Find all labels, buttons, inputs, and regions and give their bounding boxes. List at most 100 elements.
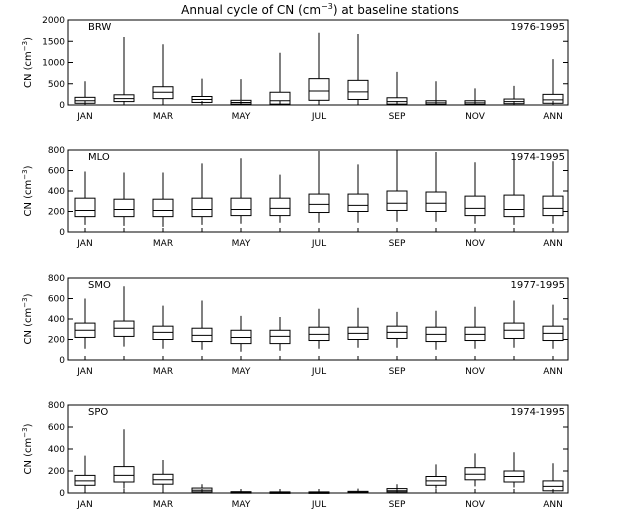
iqr-box bbox=[152, 325, 174, 340]
box-feb bbox=[113, 286, 135, 347]
box-oct bbox=[425, 81, 447, 105]
box-sep bbox=[386, 311, 408, 348]
x-tick-label: SEP bbox=[389, 239, 406, 249]
iqr-box bbox=[542, 480, 564, 492]
box-aug bbox=[347, 307, 369, 348]
box-aug bbox=[347, 164, 369, 223]
iqr-box bbox=[542, 93, 564, 104]
iqr-box bbox=[347, 193, 369, 212]
y-axis-label: CN (cm−3) bbox=[21, 37, 34, 88]
y-axis-label: CN (cm−3) bbox=[21, 165, 34, 216]
iqr-box bbox=[464, 326, 486, 342]
box-sep bbox=[386, 71, 408, 105]
box-apr bbox=[191, 300, 213, 350]
box-feb bbox=[113, 429, 135, 489]
y-tick-label: 0 bbox=[59, 101, 65, 111]
box-jun bbox=[269, 52, 291, 105]
iqr-box bbox=[386, 488, 408, 493]
box-jul bbox=[308, 490, 330, 494]
iqr-box bbox=[308, 78, 330, 101]
x-tick-label: JAN bbox=[76, 367, 92, 377]
x-tick-label: MAR bbox=[153, 239, 173, 249]
x-tick-label: SEP bbox=[389, 500, 406, 510]
box-ann bbox=[542, 59, 564, 105]
panel-brw: 0 500 1000 1500 2000 JAN MAR MAY JUL SEP NOV ANN BRW… bbox=[21, 16, 569, 122]
box-jan bbox=[74, 81, 96, 105]
box-oct bbox=[425, 464, 447, 489]
iqr-box bbox=[542, 195, 564, 217]
box-mar bbox=[152, 172, 174, 227]
iqr-box bbox=[269, 329, 291, 345]
y-tick-label: 2000 bbox=[42, 16, 65, 26]
x-tick-label: SEP bbox=[389, 367, 406, 377]
y-tick-label: 800 bbox=[48, 146, 65, 156]
box-may bbox=[230, 315, 252, 352]
box-jan bbox=[74, 298, 96, 349]
year-range: 1976-1995 bbox=[510, 22, 565, 33]
box-apr bbox=[191, 78, 213, 105]
x-tick-label: MAY bbox=[232, 500, 251, 510]
plot-frame bbox=[67, 19, 569, 106]
iqr-box bbox=[503, 322, 525, 339]
x-tick-label: ANN bbox=[543, 367, 563, 377]
box-jul bbox=[308, 151, 330, 223]
iqr-box bbox=[308, 326, 330, 342]
box-apr bbox=[191, 484, 213, 493]
y-tick-label: 1000 bbox=[42, 59, 65, 69]
year-range: 1977-1995 bbox=[510, 280, 565, 291]
box-aug bbox=[347, 488, 369, 494]
station-label: SPO bbox=[88, 407, 108, 418]
iqr-box bbox=[191, 197, 213, 218]
iqr-box bbox=[269, 197, 291, 217]
panel-mlo: 0 200 400 600 800 JAN MAR MAY JUL SEP NOV ANN MLO 197… bbox=[21, 146, 569, 249]
y-tick-label: 0 bbox=[59, 228, 65, 238]
plot-frame bbox=[67, 149, 569, 233]
x-tick-label: MAY bbox=[232, 112, 251, 122]
box-nov bbox=[464, 162, 486, 224]
y-tick-label: 600 bbox=[48, 295, 65, 305]
y-tick-label: 500 bbox=[48, 80, 65, 90]
box-sep bbox=[386, 484, 408, 493]
box-feb bbox=[113, 37, 135, 105]
x-tick-label: JUL bbox=[311, 500, 326, 510]
y-axis-label: CN (cm−3) bbox=[21, 293, 34, 344]
box-aug bbox=[347, 34, 369, 105]
box-sep bbox=[386, 150, 408, 222]
panel-smo: 0 200 400 600 800 JAN MAR MAY JUL SEP NOV ANN SMO 197… bbox=[21, 274, 569, 377]
box-mar bbox=[152, 305, 174, 349]
box-jan bbox=[74, 171, 96, 225]
box-feb bbox=[113, 172, 135, 226]
station-label: SMO bbox=[88, 280, 111, 291]
panel-spo: 0 200 400 600 800 JAN MAR MAY JUL SEP NOV ANN SPO 197… bbox=[21, 401, 569, 510]
box-jul bbox=[308, 308, 330, 349]
figure-title: Annual cycle of CN (cm−3) at baseline st… bbox=[181, 2, 459, 17]
box-nov bbox=[464, 306, 486, 349]
plot-frame bbox=[67, 404, 569, 494]
x-tick-label: NOV bbox=[465, 367, 486, 377]
iqr-box bbox=[503, 194, 525, 218]
y-tick-label: 800 bbox=[48, 274, 65, 284]
x-tick-label: ANN bbox=[543, 112, 563, 122]
y-tick-label: 400 bbox=[48, 315, 65, 325]
iqr-box bbox=[152, 198, 174, 218]
y-tick-label: 600 bbox=[48, 423, 65, 433]
x-tick-label: JAN bbox=[76, 239, 92, 249]
box-jun bbox=[269, 490, 291, 494]
x-tick-label: NOV bbox=[465, 500, 486, 510]
iqr-box bbox=[308, 193, 330, 214]
iqr-box bbox=[152, 473, 174, 485]
y-tick-label: 1500 bbox=[42, 37, 65, 47]
iqr-box bbox=[113, 198, 135, 218]
iqr-box bbox=[191, 327, 213, 343]
x-tick-label: NOV bbox=[465, 239, 486, 249]
iqr-box bbox=[425, 191, 447, 212]
box-jun bbox=[269, 316, 291, 351]
x-tick-label: MAR bbox=[153, 112, 173, 122]
iqr-box bbox=[386, 190, 408, 211]
x-tick-label: JUL bbox=[311, 367, 326, 377]
y-tick-label: 600 bbox=[48, 167, 65, 177]
box-jul bbox=[308, 32, 330, 105]
y-tick-label: 0 bbox=[59, 356, 65, 366]
iqr-box bbox=[230, 197, 252, 217]
